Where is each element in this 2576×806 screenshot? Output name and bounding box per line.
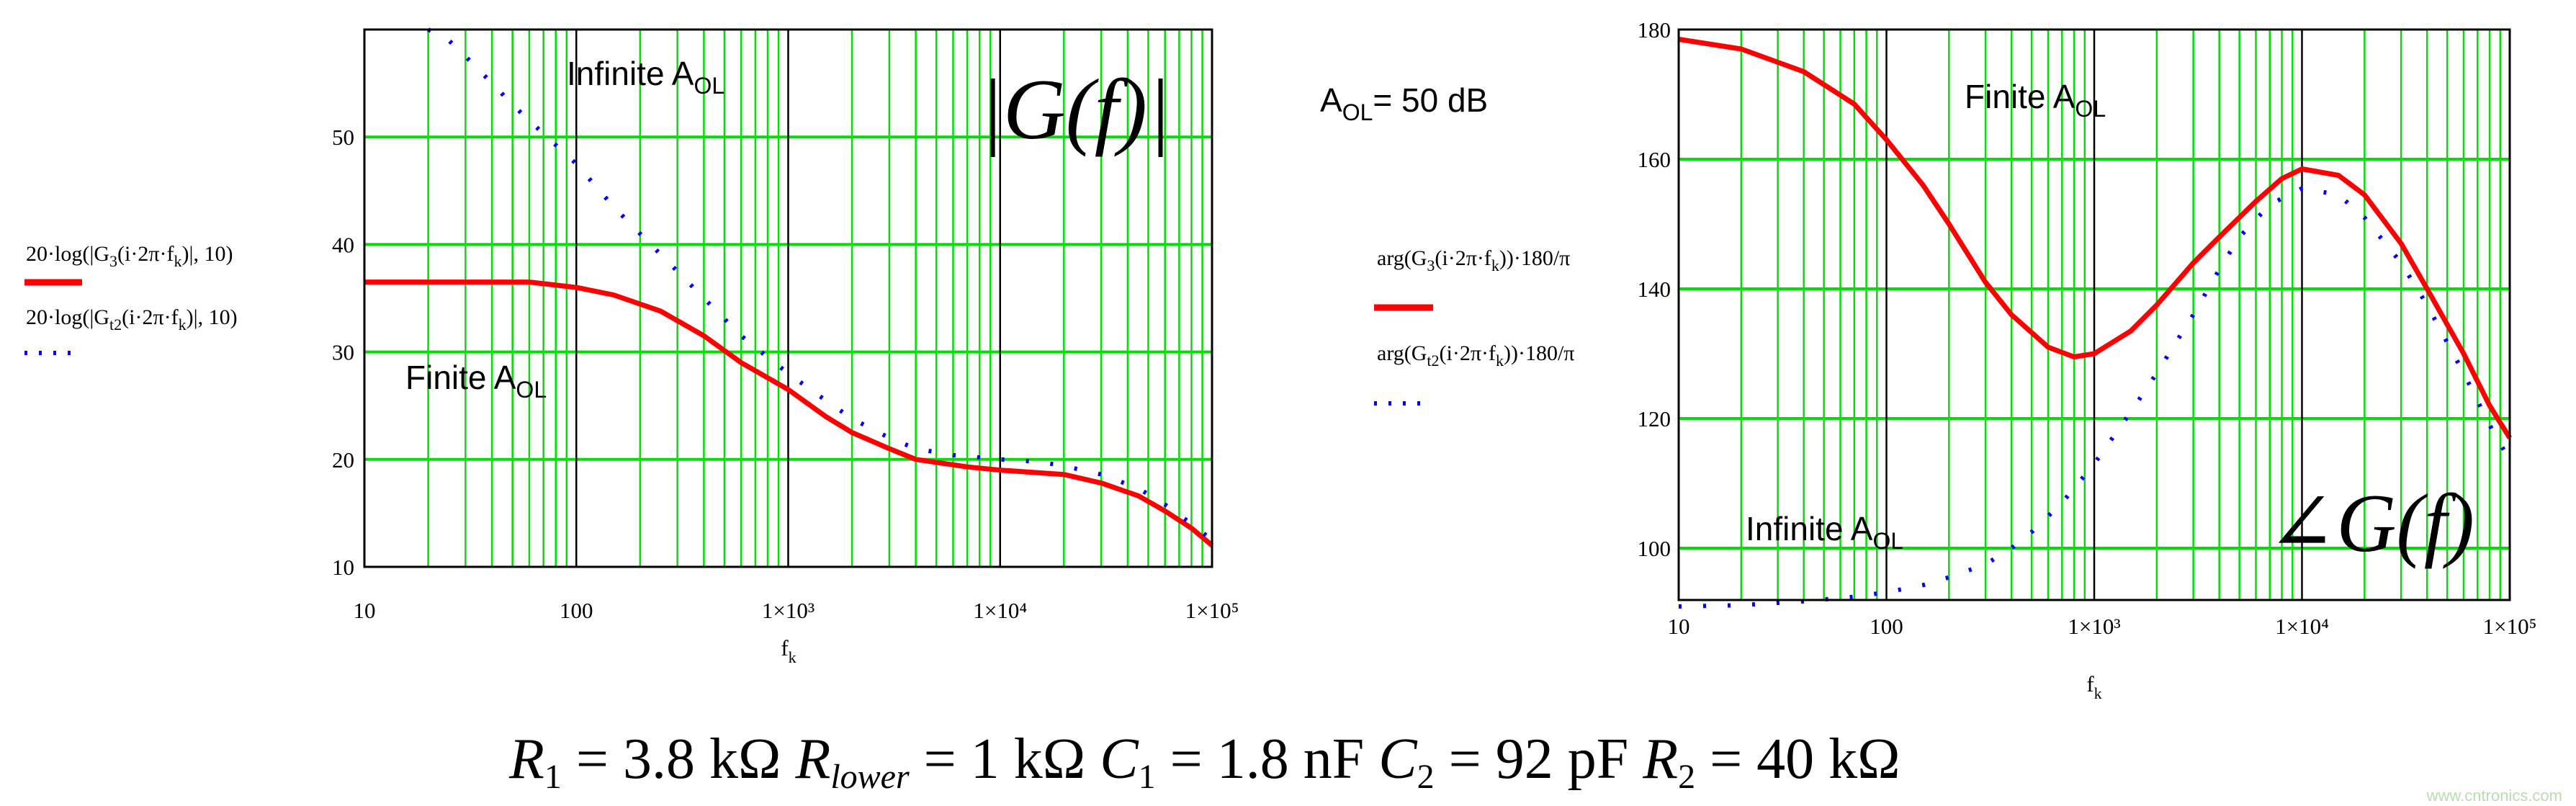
plot-frame (1677, 28, 2511, 601)
x-tick-label: 1×10³ (2068, 614, 2120, 639)
y-tick-label: 140 (1638, 277, 1671, 302)
x-axis-label: fk (781, 635, 796, 666)
legend-label-finite: arg(G3(i·2π·fk))·180/π (1377, 246, 1570, 274)
annotation-finite-aol: Finite AOL (405, 359, 547, 403)
legend-label-infinite: arg(Gt2(i·2π·fk))·180/π (1377, 341, 1574, 370)
legend-label-infinite: 20·log(|Gt2(i·2π·fk)|, 10) (26, 305, 238, 333)
phase-chart: 10 100 1×10³ 1×10⁴ 1×10⁵ 100 120 140 160 180 fk F… (1374, 17, 2536, 702)
x-tick-label: 100 (560, 598, 593, 623)
y-tick-label: 10 (332, 555, 354, 580)
y-tick-label: 180 (1638, 17, 1671, 42)
x-tick-label: 100 (1870, 614, 1903, 639)
plot-frame (363, 28, 1213, 568)
annotation-infinite-aol: Infinite AOL (1746, 510, 1903, 554)
annotation-finite-aol: Finite AOL (1965, 78, 2106, 122)
series-line-finite-aol (364, 279, 1214, 547)
series-line-infinite-aol (1678, 186, 2512, 609)
legend: arg(G3(i·2π·fk))·180/π arg(Gt2(i·2π·fk))… (1374, 246, 1574, 406)
y-tick-label: 120 (1638, 406, 1671, 431)
x-tick-label: 1×10⁴ (973, 598, 1027, 623)
component-values-equation: R1 = 3.8 kΩ Rlower = 1 kΩ C1 = 1.8 nF C2… (508, 727, 1900, 796)
y-tick-label: 20 (332, 447, 354, 473)
y-tick-label: 30 (332, 340, 354, 365)
x-tick-label: 1×10⁵ (2483, 614, 2537, 639)
x-axis-label: fk (2086, 671, 2101, 702)
legend: 20·log(|G3(i·2π·fk)|, 10) 20·log(|Gt2(i·… (24, 242, 238, 355)
annotation-infinite-aol: Infinite AOL (567, 55, 724, 99)
x-tick-label: 1×10³ (762, 598, 814, 623)
aol-value-label: AOL= 50 dB (1320, 81, 1488, 125)
y-tick-label: 40 (332, 232, 354, 257)
x-tick-label: 1×10⁵ (1185, 598, 1239, 623)
x-tick-label: 1×10⁴ (2275, 614, 2329, 639)
chart-title-magnitude: |G(f)| (979, 61, 1171, 157)
legend-label-finite: 20·log(|G3(i·2π·fk)|, 10) (26, 242, 233, 270)
magnitude-chart: 10 100 1×10³ 1×10⁴ 1×10⁵ 10 20 30 40 50 fk Infini… (24, 27, 1239, 666)
y-tick-label: 160 (1638, 147, 1671, 172)
y-tick-label: 100 (1638, 536, 1671, 561)
chart-title-phase: ∠G(f) (2267, 478, 2474, 569)
x-tick-label: 10 (354, 598, 376, 623)
series-line-finite-aol (1678, 37, 2512, 439)
watermark: www.cntronics.com (2426, 787, 2562, 805)
x-tick-label: 10 (1668, 614, 1690, 639)
y-tick-label: 50 (332, 125, 354, 150)
